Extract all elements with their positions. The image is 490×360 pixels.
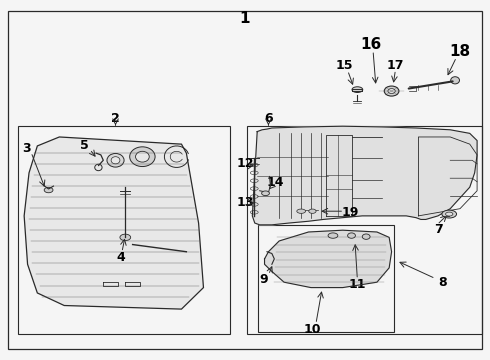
- Text: 4: 4: [116, 251, 125, 264]
- Polygon shape: [24, 137, 203, 309]
- Text: 7: 7: [435, 222, 443, 236]
- Polygon shape: [265, 230, 392, 288]
- Text: 6: 6: [264, 112, 273, 125]
- Text: 17: 17: [387, 59, 404, 72]
- Ellipse shape: [309, 209, 316, 213]
- Ellipse shape: [445, 212, 453, 216]
- Ellipse shape: [107, 153, 124, 167]
- Text: 5: 5: [80, 139, 89, 152]
- Text: 16: 16: [360, 37, 381, 52]
- Ellipse shape: [262, 191, 270, 195]
- Ellipse shape: [44, 187, 53, 193]
- Text: 14: 14: [267, 176, 285, 189]
- Ellipse shape: [451, 77, 460, 84]
- Ellipse shape: [297, 209, 306, 213]
- Ellipse shape: [347, 233, 355, 238]
- Ellipse shape: [442, 210, 457, 218]
- Ellipse shape: [362, 234, 370, 239]
- Text: 11: 11: [348, 278, 366, 291]
- Text: 13: 13: [236, 196, 254, 209]
- Text: 3: 3: [22, 142, 30, 155]
- Text: 15: 15: [336, 59, 353, 72]
- Text: 2: 2: [111, 112, 120, 125]
- Text: 19: 19: [342, 207, 359, 220]
- Ellipse shape: [352, 87, 363, 93]
- Ellipse shape: [328, 233, 338, 238]
- Polygon shape: [252, 126, 477, 225]
- Ellipse shape: [388, 89, 395, 94]
- Ellipse shape: [136, 151, 149, 162]
- Text: 8: 8: [439, 276, 447, 289]
- Ellipse shape: [120, 234, 131, 240]
- Ellipse shape: [111, 157, 120, 164]
- Text: 9: 9: [259, 273, 268, 286]
- Text: 18: 18: [449, 44, 470, 59]
- Text: 1: 1: [240, 11, 250, 26]
- Ellipse shape: [130, 147, 155, 167]
- Text: 12: 12: [236, 157, 254, 170]
- Text: 10: 10: [304, 323, 321, 336]
- Ellipse shape: [384, 86, 399, 96]
